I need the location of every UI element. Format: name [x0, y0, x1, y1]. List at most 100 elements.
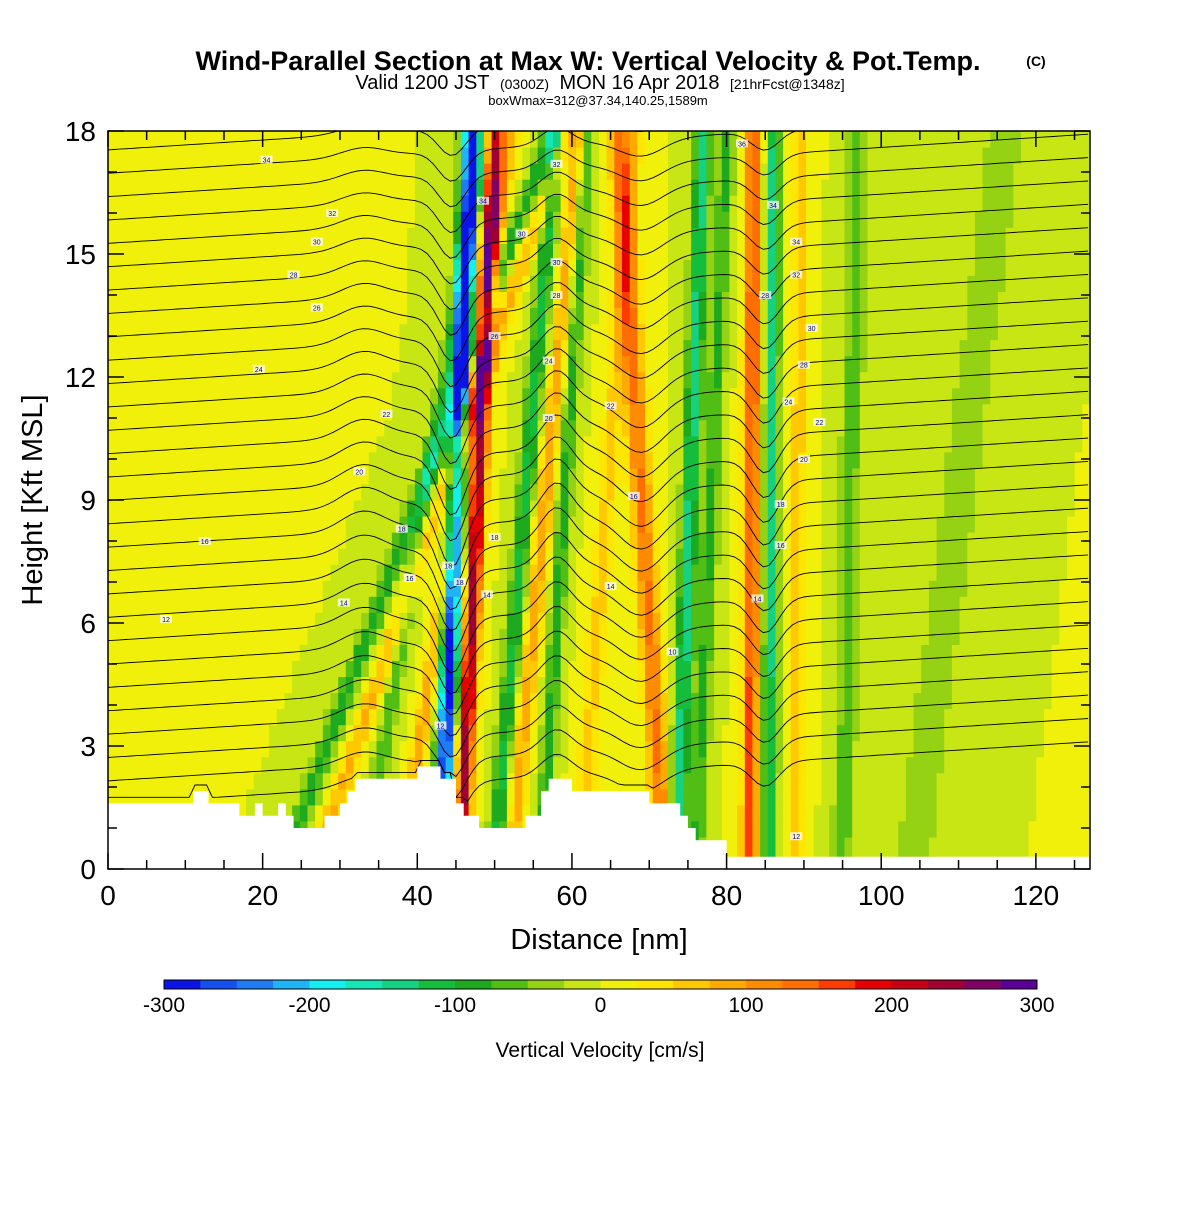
velocity-cell	[775, 451, 784, 469]
velocity-cell	[890, 596, 899, 613]
velocity-cell	[921, 387, 930, 405]
velocity-cell	[683, 323, 692, 341]
velocity-cell	[752, 243, 761, 260]
velocity-cell	[982, 500, 991, 517]
velocity-cell	[491, 628, 500, 645]
velocity-cell	[407, 403, 416, 421]
velocity-cell	[729, 532, 738, 549]
velocity-cell	[553, 419, 562, 437]
velocity-cell	[184, 596, 193, 613]
velocity-cell	[951, 644, 961, 661]
velocity-cell	[276, 451, 286, 469]
velocity-cell	[223, 323, 232, 341]
velocity-cell	[806, 371, 815, 389]
velocity-cell	[691, 788, 700, 806]
velocity-cell	[829, 820, 838, 838]
velocity-cell	[890, 740, 899, 758]
velocity-cell	[928, 532, 938, 549]
velocity-cell	[683, 371, 692, 389]
velocity-cell	[737, 644, 746, 661]
velocity-cell	[591, 628, 600, 645]
velocity-cell	[629, 612, 638, 629]
velocity-cell	[928, 403, 938, 421]
velocity-cell	[622, 500, 631, 517]
velocity-cell	[376, 259, 385, 276]
velocity-cell	[1074, 612, 1083, 629]
velocity-cell	[905, 740, 915, 758]
velocity-cell	[322, 275, 332, 292]
velocity-cell	[530, 355, 539, 373]
velocity-cell	[123, 307, 132, 325]
velocity-cell	[131, 740, 140, 758]
velocity-cell	[606, 644, 615, 661]
velocity-cell	[184, 708, 193, 726]
velocity-cell	[545, 548, 554, 565]
velocity-cell	[537, 355, 546, 373]
velocity-cell	[936, 451, 945, 469]
velocity-cell	[131, 708, 140, 726]
velocity-cell	[974, 387, 984, 405]
velocity-cell	[115, 724, 124, 742]
velocity-cell	[361, 323, 370, 341]
velocity-cell	[614, 243, 623, 260]
velocity-cell	[483, 804, 493, 822]
velocity-cell	[859, 419, 869, 437]
velocity-cell	[721, 387, 731, 405]
velocity-cell	[545, 692, 554, 710]
velocity-cell	[737, 804, 746, 822]
velocity-cell	[637, 708, 646, 726]
velocity-cell	[568, 500, 577, 517]
velocity-cell	[629, 532, 638, 549]
velocity-cell	[246, 451, 255, 469]
velocity-cell	[775, 532, 784, 549]
velocity-cell	[675, 355, 684, 373]
velocity-cell	[315, 387, 324, 405]
velocity-cell	[292, 548, 301, 565]
velocity-cell	[200, 484, 209, 501]
velocity-cell	[882, 387, 892, 405]
velocity-cell	[460, 403, 470, 421]
velocity-cell	[813, 804, 823, 822]
velocity-cell	[299, 628, 309, 645]
velocity-cell	[1036, 772, 1045, 790]
velocity-cell	[790, 323, 800, 341]
velocity-cell	[154, 275, 163, 292]
velocity-cell	[345, 275, 355, 292]
velocity-cell	[829, 708, 838, 726]
velocity-cell	[599, 339, 608, 357]
velocity-cell	[576, 500, 585, 517]
velocity-cell	[200, 371, 209, 389]
velocity-cell	[108, 724, 117, 742]
velocity-cell	[714, 467, 723, 485]
velocity-cell	[269, 580, 278, 597]
velocity-cell	[315, 516, 324, 533]
velocity-cell	[859, 804, 869, 822]
velocity-cell	[829, 564, 838, 581]
velocity-cell	[599, 772, 608, 790]
velocity-cell	[660, 676, 669, 694]
velocity-cell	[491, 564, 500, 581]
velocity-cell	[414, 419, 424, 437]
velocity-cell	[997, 820, 1007, 838]
velocity-cell	[629, 291, 638, 308]
velocity-cell	[315, 564, 324, 581]
velocity-cell	[207, 596, 216, 613]
velocity-cell	[614, 644, 623, 661]
velocity-cell	[629, 275, 638, 292]
velocity-cell	[322, 676, 332, 694]
velocity-cell	[315, 756, 324, 774]
velocity-cell	[207, 644, 216, 661]
velocity-cell	[637, 355, 646, 373]
velocity-cell	[184, 275, 193, 292]
velocity-cell	[629, 740, 638, 758]
velocity-cell	[215, 355, 224, 373]
velocity-cell	[951, 660, 961, 677]
velocity-cell	[292, 323, 301, 341]
velocity-cell	[269, 275, 278, 292]
velocity-cell	[223, 660, 232, 677]
velocity-cell	[407, 708, 416, 726]
velocity-cell	[798, 740, 807, 758]
velocity-cell	[806, 548, 815, 565]
velocity-cell	[668, 788, 677, 806]
velocity-cell	[138, 740, 147, 758]
